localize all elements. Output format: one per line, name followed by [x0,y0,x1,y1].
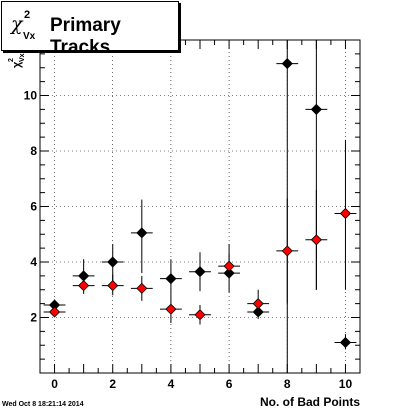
diamond-marker [136,227,148,239]
y-tick-label: 10 [24,89,38,103]
diamond-marker [194,309,206,321]
data-point [334,139,357,290]
timestamp: Wed Oct 8 18:21:14 2014 [2,401,84,408]
diamond-marker [48,306,61,318]
chart-title-box: χ 2 Vx Primary Tracks [1,1,179,58]
data-point [130,275,153,301]
y-axis-label-text: χ [11,61,23,68]
data-point [305,189,328,290]
diamond-marker [107,280,119,292]
data-point [247,289,270,315]
x-tick-label: 6 [226,377,233,391]
diamond-marker [339,336,352,349]
title-subscript: Vx [23,31,36,42]
x-axis-label: No. of Bad Points [260,395,360,409]
data-point [189,252,211,292]
diamond-marker [194,266,206,278]
diamond-marker [165,273,177,285]
x-tick-label: 10 [339,377,353,391]
chart-title: Primary Tracks [50,15,121,58]
y-tick-label: 6 [30,200,37,214]
data-point [130,199,153,274]
diamond-marker [223,260,235,272]
diamond-marker [281,58,293,70]
data-point [276,198,299,304]
data-point [189,305,211,325]
diamond-marker [310,234,322,246]
y-axis-label-sub: Vx [19,53,26,62]
diamond-marker [78,280,90,292]
data-point [160,293,182,324]
y-axis-label: χ2 Vx [8,53,26,68]
data-points [43,40,357,373]
diamond-marker [165,303,177,315]
diamond-marker [136,282,148,294]
y-tick-label: 4 [30,255,37,269]
axes: 0 2 4 6 8 10 2 4 6 8 10 [24,39,361,391]
x-tick-label: 8 [284,377,291,391]
diamond-marker [107,256,119,268]
data-point [160,259,182,294]
diamond-marker [310,103,322,115]
data-point [218,253,240,279]
data-point [101,274,124,296]
x-tick-label: 0 [51,377,58,391]
data-point [72,277,95,294]
y-tick-label: 2 [30,311,37,325]
x-tick-label: 4 [168,377,175,391]
diamond-marker [252,298,264,310]
chi-symbol: χ [11,13,23,35]
x-tick-label: 2 [109,377,116,391]
data-point [334,334,357,350]
data-point [43,306,66,318]
title-superscript: 2 [24,9,31,21]
data-point [72,259,95,290]
diamond-marker [339,207,352,220]
y-axis-label-sup: 2 [8,58,15,62]
diamond-marker [281,245,293,257]
y-tick-label: 8 [30,144,37,158]
